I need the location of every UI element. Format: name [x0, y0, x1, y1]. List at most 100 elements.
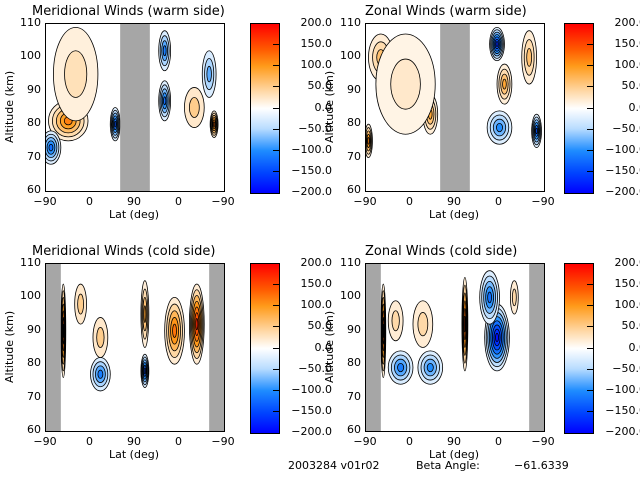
colorbar-tick-mark — [587, 305, 593, 307]
x-tick-label: 0 — [86, 435, 93, 448]
colorbar-tick-mark — [587, 368, 593, 370]
colorbar-tick-label: 0.0 — [314, 340, 333, 354]
colorbar-tick-label: −150.0 — [605, 163, 640, 177]
contour-svg — [366, 24, 542, 191]
y-tick-label: 60 — [347, 183, 361, 196]
colorbar-tick-label: 150.0 — [300, 37, 333, 51]
x-tick-label: −90 — [531, 435, 555, 448]
y-axis-label: Altitude (km) — [323, 310, 336, 383]
x-axis-label: Lat (deg) — [109, 448, 159, 461]
contour-feature — [195, 317, 199, 331]
beta-angle-label: Beta Angle: — [416, 459, 480, 472]
date-version-label: 2003284 v01r02 — [288, 459, 380, 472]
beta-angle-value: −61.6339 — [514, 459, 569, 472]
colorbar — [250, 23, 280, 194]
colorbar — [564, 23, 594, 194]
y-tick-label: 60 — [27, 183, 41, 196]
x-tick-label: −90 — [33, 435, 57, 448]
colorbar-tick-mark — [587, 149, 593, 151]
colorbar-tick-mark — [587, 410, 593, 412]
y-tick-label: 110 — [20, 16, 41, 29]
x-tick-label: 90 — [127, 195, 141, 208]
y-tick-label: 80 — [27, 116, 41, 130]
x-tick-label: −90 — [211, 195, 235, 208]
x-tick-label: −90 — [211, 435, 235, 448]
x-tick-label: 90 — [127, 435, 141, 448]
contour-feature — [463, 315, 466, 333]
y-tick-label: 110 — [20, 256, 41, 269]
contour-feature — [487, 291, 492, 304]
colorbar-tick-mark — [273, 410, 279, 412]
y-tick-label: 70 — [27, 389, 41, 403]
x-tick-label: 90 — [447, 435, 461, 448]
contour-feature — [96, 327, 105, 348]
colorbar-tick-label: 200.0 — [614, 16, 640, 29]
colorbar-tick-mark — [587, 389, 593, 391]
colorbar-tick-mark — [587, 284, 593, 286]
contour-feature — [535, 127, 538, 135]
missing-data-band — [529, 264, 544, 431]
colorbar-tick-mark — [587, 347, 593, 349]
contour-feature — [64, 50, 88, 98]
colorbar-tick-label: 200.0 — [300, 16, 333, 29]
colorbar-tick-label: 0.0 — [314, 100, 333, 114]
contour-plot — [365, 263, 545, 432]
contour-feature — [511, 288, 517, 307]
x-tick-label: 0 — [495, 435, 502, 448]
colorbar-tick-mark — [273, 326, 279, 328]
y-tick-label: 90 — [27, 322, 41, 336]
chart-panel-zonal-cold: Zonal Winds (cold side) 60 70 80 90 100 110 −90… — [320, 240, 640, 480]
contour-plot — [45, 263, 225, 432]
colorbar-tick-label: −150.0 — [605, 403, 640, 417]
contour-svg — [366, 264, 544, 431]
y-tick-label: 110 — [340, 16, 361, 29]
colorbar-tick-mark — [273, 86, 279, 88]
colorbar-tick-mark — [587, 128, 593, 130]
y-tick-label: 60 — [347, 423, 361, 436]
y-tick-label: 80 — [347, 356, 361, 370]
colorbar-tick-mark — [587, 86, 593, 88]
contour-feature — [113, 121, 117, 128]
colorbar-tick-mark — [273, 65, 279, 67]
x-tick-label: 0 — [406, 435, 413, 448]
y-tick-label: 70 — [347, 389, 361, 403]
x-tick-label: 0 — [86, 195, 93, 208]
colorbar-tick-mark — [273, 149, 279, 151]
missing-data-band — [366, 264, 381, 431]
colorbar-tick-label: 100.0 — [300, 58, 333, 72]
y-tick-label: 110 — [340, 256, 361, 269]
contour-feature — [495, 332, 499, 343]
colorbar-tick-mark — [273, 389, 279, 391]
y-axis-label: Altitude (km) — [3, 70, 16, 143]
x-tick-label: −90 — [33, 195, 57, 208]
colorbar — [250, 263, 280, 434]
contour-feature — [382, 323, 385, 338]
x-axis-label: Lat (deg) — [429, 208, 479, 221]
colorbar-tick-label: 100.0 — [614, 58, 640, 72]
colorbar-tick-mark — [273, 170, 279, 172]
colorbar-tick-label: −100.0 — [291, 382, 332, 396]
colorbar-tick-mark — [587, 107, 593, 109]
contour-feature — [77, 293, 84, 315]
colorbar-tick-label: −50.0 — [298, 361, 332, 375]
contour-feature — [367, 137, 370, 145]
y-tick-label: 70 — [347, 149, 361, 163]
colorbar-tick-label: 50.0 — [307, 79, 333, 93]
y-tick-label: 60 — [27, 423, 41, 436]
contour-feature — [391, 310, 400, 332]
contour-feature — [397, 362, 405, 373]
x-tick-label: −90 — [353, 435, 377, 448]
colorbar-tick-mark — [273, 347, 279, 349]
x-tick-label: 0 — [495, 195, 502, 208]
colorbar-tick-label: 50.0 — [621, 319, 640, 333]
colorbar-tick-label: 100.0 — [300, 298, 333, 312]
chart-title: Zonal Winds (warm side) — [365, 4, 527, 19]
colorbar-tick-label: −50.0 — [612, 361, 640, 375]
contour-feature — [172, 323, 177, 338]
x-tick-label: −90 — [353, 195, 377, 208]
x-tick-label: −90 — [531, 195, 555, 208]
colorbar-tick-label: 150.0 — [614, 277, 640, 291]
missing-data-band — [120, 24, 150, 191]
colorbar-tick-label: −200.0 — [291, 425, 332, 438]
y-tick-label: 80 — [347, 116, 361, 130]
